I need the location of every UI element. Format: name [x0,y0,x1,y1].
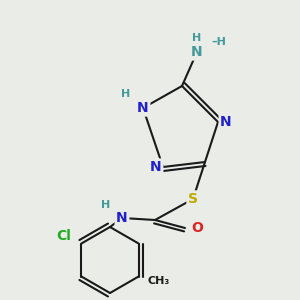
Text: N: N [150,160,162,174]
Text: N: N [191,45,203,59]
Text: S: S [188,192,198,206]
Text: N: N [137,101,149,115]
Text: H: H [192,33,202,43]
Text: H: H [122,89,130,99]
Text: O: O [191,221,203,235]
Text: Cl: Cl [56,230,71,244]
Text: N: N [220,115,232,129]
Text: N: N [116,211,128,225]
Text: –H: –H [212,37,226,47]
Text: H: H [101,200,111,210]
Text: CH₃: CH₃ [148,277,170,286]
